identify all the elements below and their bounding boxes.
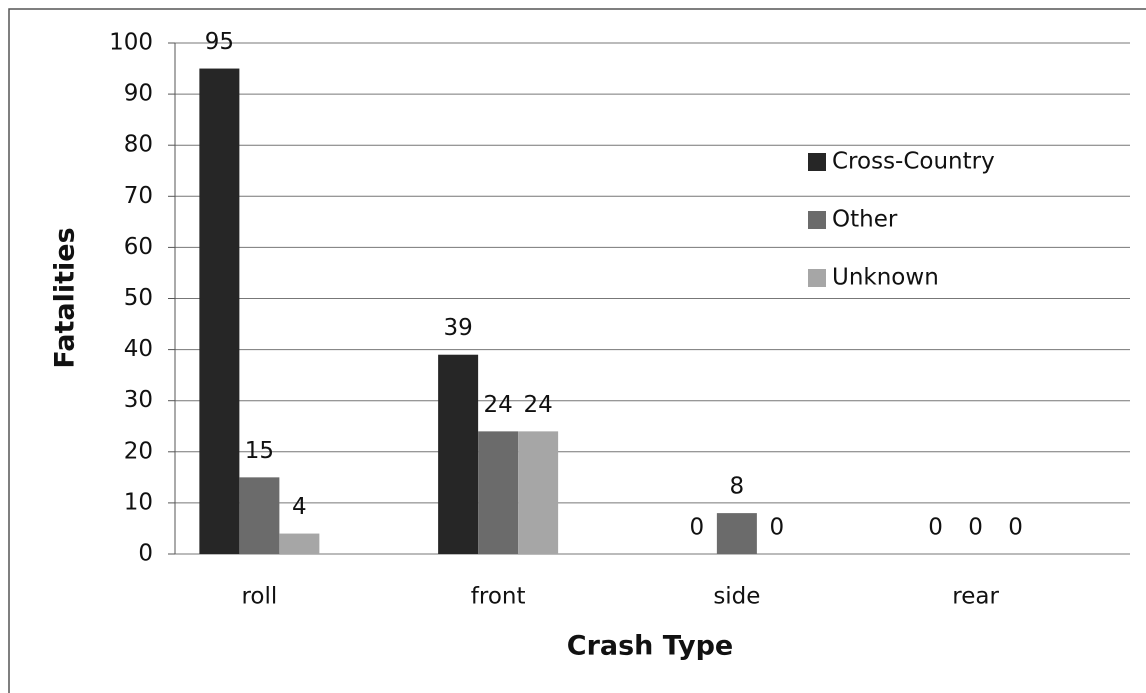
legend-swatch bbox=[808, 153, 826, 171]
bar bbox=[239, 477, 280, 554]
x-tick-label: rear bbox=[952, 584, 999, 610]
y-tick-label: 50 bbox=[124, 285, 153, 311]
y-tick-label: 0 bbox=[138, 541, 153, 567]
y-tick-label: 40 bbox=[124, 336, 153, 362]
legend-swatch bbox=[808, 211, 826, 229]
data-label: 95 bbox=[205, 29, 234, 55]
x-tick-label: side bbox=[713, 584, 760, 610]
data-label: 0 bbox=[928, 515, 943, 541]
y-tick-label: 20 bbox=[124, 438, 153, 464]
data-label: 0 bbox=[770, 515, 785, 541]
data-label: 39 bbox=[443, 315, 472, 341]
y-tick-label: 60 bbox=[124, 234, 153, 260]
legend-label: Other bbox=[832, 207, 898, 233]
bar bbox=[438, 354, 479, 554]
y-tick-label: 80 bbox=[124, 132, 153, 158]
chart-border bbox=[8, 8, 1146, 693]
data-label: 24 bbox=[483, 392, 512, 418]
data-label: 8 bbox=[730, 474, 745, 500]
data-label: 24 bbox=[523, 392, 552, 418]
bar bbox=[279, 533, 320, 554]
bar bbox=[716, 513, 757, 554]
data-label: 0 bbox=[1008, 515, 1023, 541]
x-tick-label: roll bbox=[241, 584, 277, 610]
y-tick-label: 100 bbox=[109, 30, 153, 56]
y-axis-title: Fatalities bbox=[50, 227, 81, 368]
y-tick-label: 90 bbox=[124, 81, 153, 107]
data-label: 15 bbox=[245, 438, 274, 464]
y-tick-label: 10 bbox=[124, 489, 153, 515]
data-label: 0 bbox=[690, 515, 705, 541]
y-tick-label: 70 bbox=[124, 183, 153, 209]
legend-label: Cross-Country bbox=[832, 149, 995, 175]
y-tick-label: 30 bbox=[124, 387, 153, 413]
data-label: 0 bbox=[968, 515, 983, 541]
bar bbox=[478, 431, 519, 554]
data-label: 4 bbox=[292, 494, 307, 520]
bar bbox=[199, 68, 240, 555]
legend-swatch bbox=[808, 269, 826, 287]
x-axis-title: Crash Type bbox=[567, 631, 734, 662]
x-tick-label: front bbox=[471, 584, 526, 610]
bar bbox=[518, 431, 559, 554]
legend-label: Unknown bbox=[832, 265, 939, 291]
